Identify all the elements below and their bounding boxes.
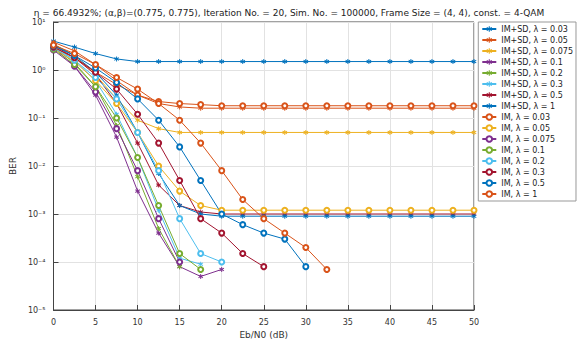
svg-text:IM, λ = 1: IM, λ = 1	[501, 190, 537, 199]
svg-text:IM, λ = 0.075: IM, λ = 0.075	[501, 135, 555, 144]
svg-text:Eb/N0 (dB): Eb/N0 (dB)	[239, 330, 288, 340]
svg-text:IM, λ = 0.2: IM, λ = 0.2	[501, 157, 545, 166]
svg-text:IM+SD, λ = 0.1: IM+SD, λ = 0.1	[501, 58, 563, 67]
svg-text:IM+SD, λ = 1: IM+SD, λ = 1	[501, 102, 555, 111]
svg-text:10⁻⁵: 10⁻⁵	[28, 306, 46, 315]
svg-text:45: 45	[427, 318, 437, 327]
svg-text:10: 10	[133, 318, 143, 327]
svg-text:IM, λ = 0.05: IM, λ = 0.05	[501, 124, 550, 133]
svg-text:35: 35	[343, 318, 353, 327]
svg-text:10⁻¹: 10⁻¹	[28, 114, 46, 123]
svg-text:40: 40	[385, 318, 395, 327]
svg-text:BER: BER	[8, 157, 18, 175]
svg-text:10⁻²: 10⁻²	[28, 162, 46, 171]
svg-text:IM, λ = 0.1: IM, λ = 0.1	[501, 146, 545, 155]
svg-text:IM+SD, λ = 0.5: IM+SD, λ = 0.5	[501, 91, 563, 100]
svg-text:IM+SD, λ = 0.075: IM+SD, λ = 0.075	[501, 47, 573, 56]
svg-text:20: 20	[217, 318, 227, 327]
svg-text:IM+SD, λ = 0.2: IM+SD, λ = 0.2	[501, 69, 563, 78]
svg-text:IM+SD, λ = 0.05: IM+SD, λ = 0.05	[501, 36, 568, 45]
svg-text:10⁰: 10⁰	[32, 66, 45, 75]
svg-text:25: 25	[259, 318, 269, 327]
svg-text:10⁻³: 10⁻³	[28, 210, 46, 219]
svg-text:0: 0	[51, 318, 56, 327]
svg-text:15: 15	[175, 318, 185, 327]
svg-text:η = 66.4932%; (α,β)=(0.775, 0.: η = 66.4932%; (α,β)=(0.775, 0.775), Iter…	[34, 8, 545, 18]
svg-text:IM+SD, λ = 0.3: IM+SD, λ = 0.3	[501, 80, 563, 89]
svg-text:30: 30	[301, 318, 311, 327]
svg-text:IM, λ = 0.3: IM, λ = 0.3	[501, 168, 545, 177]
svg-text:5: 5	[93, 318, 98, 327]
svg-text:IM, λ = 0.03: IM, λ = 0.03	[501, 113, 550, 122]
svg-text:IM, λ = 0.5: IM, λ = 0.5	[501, 179, 545, 188]
svg-text:50: 50	[469, 318, 479, 327]
svg-text:10¹: 10¹	[32, 18, 45, 27]
svg-text:10⁻⁴: 10⁻⁴	[28, 258, 46, 267]
svg-text:IM+SD, λ = 0.03: IM+SD, λ = 0.03	[501, 25, 568, 34]
